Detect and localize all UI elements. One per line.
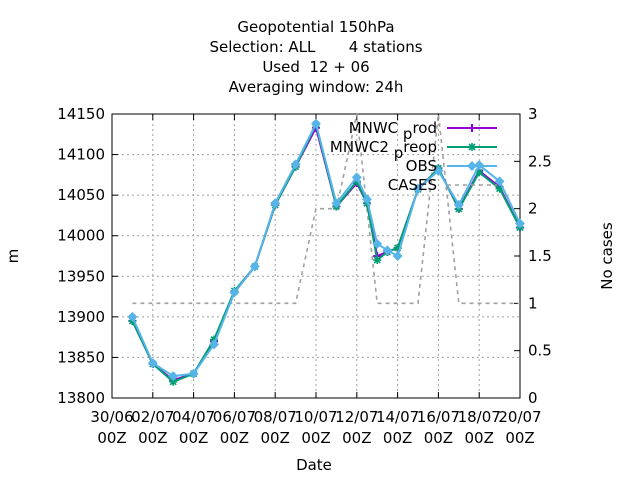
y-tick-label: 14150	[57, 105, 105, 123]
y2-tick-label: 3	[528, 105, 538, 123]
chart-title: Geopotential 150hPa Selection: ALL 4 sta…	[209, 18, 422, 96]
point-marker	[495, 184, 504, 193]
x-tick-label: 00Z	[465, 429, 494, 447]
x-tick-label: 00Z	[97, 429, 126, 447]
x-tick-label: 00Z	[261, 429, 290, 447]
x-tick-label: 10/07	[294, 408, 337, 426]
legend-label: OBS	[406, 157, 437, 175]
y-tick-label: 13900	[57, 308, 105, 326]
x-tick-label: 00Z	[424, 429, 453, 447]
point-marker	[127, 311, 138, 322]
y-tick-label: 13800	[57, 389, 105, 407]
point-marker	[331, 198, 342, 209]
y-tick-label: 13950	[57, 267, 105, 285]
series-layer	[127, 113, 525, 386]
y2-tick-label: 0	[528, 389, 538, 407]
point-marker	[188, 368, 199, 379]
y2-tick-label: 2	[528, 200, 538, 218]
x-tick-label: 06/07	[213, 408, 256, 426]
point-marker	[413, 183, 423, 194]
point-marker	[209, 339, 219, 350]
point-marker	[229, 287, 240, 298]
point-marker	[147, 358, 158, 369]
x-tick-label: 04/07	[172, 408, 215, 426]
legend-label: MNWC2 preop	[330, 138, 437, 162]
x-tick-label: 00Z	[138, 429, 167, 447]
legend-label: CASES	[388, 176, 437, 194]
title-line: Geopotential 150hPa	[237, 18, 394, 36]
y-tick-label: 14050	[57, 186, 105, 204]
x-axis-label: Date	[296, 456, 332, 474]
x-tick-label: 00Z	[301, 429, 330, 447]
y-tick-label: 14000	[57, 227, 105, 245]
title-line: Used 12 + 06	[262, 58, 369, 76]
x-tick-label: 30/06	[90, 408, 133, 426]
y2-tick-label: 0.5	[528, 342, 552, 360]
grid	[112, 114, 520, 398]
point-marker	[169, 377, 178, 386]
y2-axis: 0 0.5 1 1.5 2 2.5 3	[514, 105, 552, 407]
x-tick-label: 14/07	[376, 408, 419, 426]
y-axis: 13800 13850 13900 13950 14000 14050 14100 14150	[57, 105, 118, 407]
point-marker	[468, 124, 476, 132]
x-tick-label: 00Z	[220, 429, 249, 447]
point-marker	[392, 251, 403, 261]
point-marker	[468, 143, 476, 151]
series-line	[131, 120, 521, 378]
point-marker	[433, 165, 444, 176]
y2-tick-label: 2.5	[528, 152, 552, 170]
title-line: Selection: ALL 4 stations	[209, 38, 422, 56]
point-marker	[467, 161, 477, 171]
point-marker	[373, 256, 382, 265]
x-tick-label: 16/07	[417, 408, 460, 426]
x-tick-label: 00Z	[179, 429, 208, 447]
x-tick-label: 00Z	[383, 429, 412, 447]
point-marker	[372, 238, 383, 249]
title-line: Averaging window: 24h	[229, 78, 404, 96]
y-axis-label: m	[4, 249, 22, 264]
x-tick-label: 18/07	[458, 408, 501, 426]
point-marker	[290, 159, 301, 170]
y2-tick-label: 1.5	[528, 247, 552, 265]
x-tick-label: 00Z	[342, 429, 371, 447]
x-tick-label: 20/07	[498, 408, 541, 426]
point-marker	[475, 168, 484, 177]
point-marker	[494, 176, 505, 187]
y2-axis-label: No cases	[598, 222, 616, 290]
point-marker	[393, 243, 402, 252]
series-obs	[127, 118, 525, 382]
x-tick-label: 02/07	[131, 408, 174, 426]
point-marker	[453, 199, 464, 210]
point-marker	[362, 194, 372, 205]
point-marker	[270, 198, 281, 209]
x-tick-label: 12/07	[335, 408, 378, 426]
point-marker	[382, 245, 393, 256]
x-tick-label: 08/07	[254, 408, 297, 426]
x-axis: 30/0600Z02/0700Z04/0700Z06/0700Z08/0700Z…	[90, 114, 542, 447]
point-marker	[351, 172, 362, 183]
y-tick-label: 13850	[57, 348, 105, 366]
point-marker	[168, 371, 179, 382]
x-tick-label: 00Z	[505, 429, 534, 447]
y-tick-label: 14100	[57, 146, 105, 164]
legend-label: MNWC prod	[349, 119, 437, 143]
y2-tick-label: 1	[528, 294, 538, 312]
point-marker	[515, 218, 525, 229]
cases-line	[132, 113, 520, 305]
